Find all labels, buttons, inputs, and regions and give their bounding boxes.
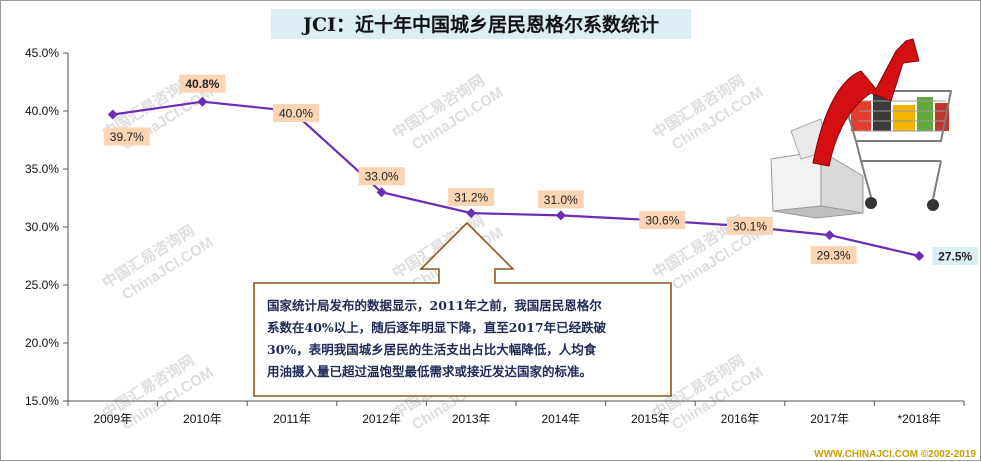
annotation-line-1: 国家统计局发布的数据显示，2011年之前，我国居民恩格尔 xyxy=(267,298,602,313)
x-tick-label: 2015年 xyxy=(631,412,670,426)
data-point xyxy=(914,251,925,261)
x-tick-label: 2010年 xyxy=(183,412,222,426)
data-label: 30.1% xyxy=(733,219,767,233)
data-label: 27.5% xyxy=(938,250,972,264)
data-point xyxy=(107,109,118,120)
data-label-background xyxy=(932,247,979,265)
footer-copyright: WWW.CHINAJCI.COM ©2002-2019 xyxy=(814,449,976,460)
data-label-background xyxy=(537,190,584,209)
data-label-background xyxy=(273,104,319,122)
data-label-group: 39.7% 40.8% 40.0% 33.0% 31.2% 31.0% 30.6% 30.1%… xyxy=(103,74,979,265)
data-label: 40.8% xyxy=(185,77,219,91)
data-point xyxy=(197,96,208,107)
data-label-background xyxy=(179,74,226,93)
annotation-callout xyxy=(253,221,672,397)
data-label: 31.2% xyxy=(454,191,488,205)
y-tick-label: 40.0% xyxy=(25,104,59,118)
data-point xyxy=(555,210,566,221)
data-label-background xyxy=(639,211,686,230)
annotation-line-4: 用油摄入量已超过温饱型最低需求或接近发达国家的标准。 xyxy=(266,364,592,379)
data-point xyxy=(824,230,835,241)
data-label: 33.0% xyxy=(365,170,399,184)
title-background xyxy=(271,9,691,39)
data-label: 30.6% xyxy=(645,214,679,228)
shopping-cart-down-arrow-icon xyxy=(770,38,953,219)
data-label-background xyxy=(358,167,405,186)
data-label: 40.0% xyxy=(279,107,313,121)
x-tick-label: *2018年 xyxy=(898,412,941,426)
data-label-background xyxy=(103,127,150,146)
x-tick-label: 2013年 xyxy=(452,412,491,426)
annotation-line-3: 30%，表明我国城乡居民的生活支出占比大幅降低，人均食 xyxy=(267,342,597,357)
series-line xyxy=(112,100,920,258)
y-tick-label: 45.0% xyxy=(25,46,59,60)
data-label: 31.0% xyxy=(544,193,578,207)
x-tick-label: 2014年 xyxy=(541,412,580,426)
y-tick-label: 20.0% xyxy=(25,336,59,350)
data-label: 39.7% xyxy=(110,130,144,144)
annotation-text: 国家统计局发布的数据显示，2011年之前，我国居民恩格尔 系数在40%以上，随后… xyxy=(266,298,607,379)
x-tick-label: 2017年 xyxy=(810,412,849,426)
x-tick-label: 2009年 xyxy=(93,412,132,426)
data-point xyxy=(376,187,387,198)
x-tick-group: 2009年 2010年 2011年 2012年 2013年 2014年 2015年 2016年… xyxy=(67,401,965,426)
y-tick-label: 25.0% xyxy=(25,278,59,292)
y-tick-label: 35.0% xyxy=(25,162,59,176)
y-tick-label: 15.0% xyxy=(25,394,59,408)
x-tick-label: 2011年 xyxy=(273,412,311,426)
data-point xyxy=(466,208,477,219)
y-tick-group: 15.0% 20.0% 25.0% 30.0% 35.0% 40.0% 45.0% xyxy=(25,46,68,408)
x-tick-label: 2012年 xyxy=(362,412,401,426)
annotation-line-2: 系数在40%以上，随后逐年明显下降，直至2017年已经跌破 xyxy=(267,320,607,335)
y-tick-label: 30.0% xyxy=(25,220,59,234)
data-label: 29.3% xyxy=(817,249,851,263)
data-label-background xyxy=(448,188,495,207)
data-label-background xyxy=(810,246,857,265)
data-label-background xyxy=(727,216,773,235)
chart-title: JCI：近十年中国城乡居民恩格尔系数统计 xyxy=(301,13,659,36)
x-tick-label: 2016年 xyxy=(721,412,760,426)
